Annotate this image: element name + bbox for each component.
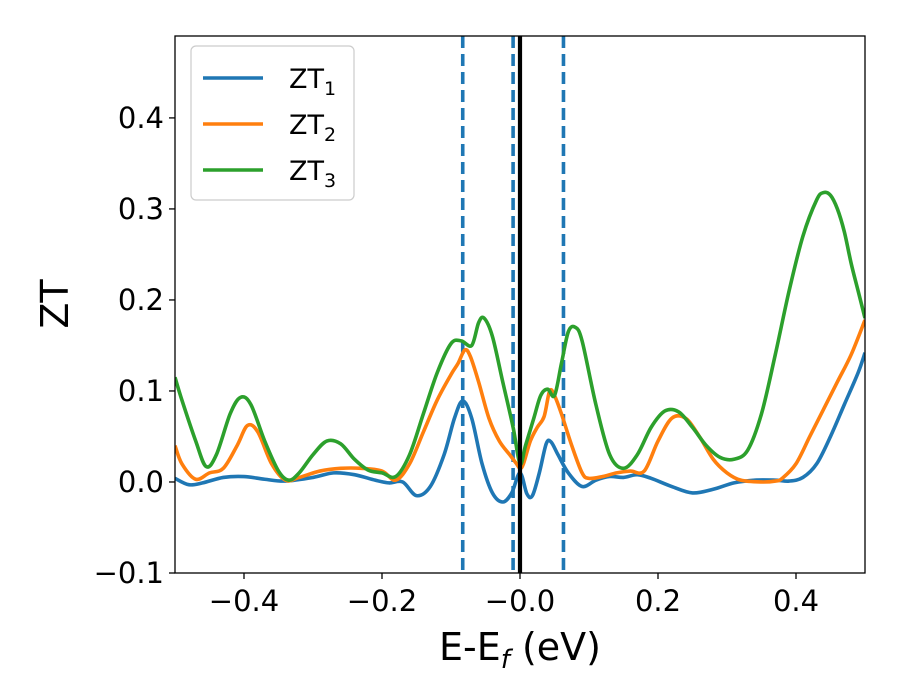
y-tick-label: 0.1 xyxy=(118,374,164,408)
y-tick-label: 0.0 xyxy=(118,465,164,499)
y-tick-label: 0.3 xyxy=(118,192,164,226)
x-axis-title: E-Ef (eV) xyxy=(439,625,601,675)
x-tick-label: 0.4 xyxy=(773,584,819,618)
legend-label-2: ZT2 xyxy=(289,110,336,146)
x-tick-label: 0.2 xyxy=(635,584,681,618)
legend-label-3: ZT3 xyxy=(289,156,336,192)
x-axis-title-main: E-E xyxy=(439,625,501,669)
series-lines xyxy=(175,36,865,573)
x-axis-title-unit: (eV) xyxy=(510,625,601,669)
x-axis: −0.4 −0.2 −0.0 0.2 0.4 xyxy=(209,573,819,618)
legend-box xyxy=(190,45,355,201)
y-axis-title: ZT xyxy=(33,279,77,329)
x-tick-label: −0.2 xyxy=(347,584,417,618)
x-tick-label: −0.0 xyxy=(485,584,555,618)
legend: ZT1 ZT2 ZT3 xyxy=(190,45,355,201)
x-tick-label: −0.4 xyxy=(209,584,279,618)
y-axis: −0.1 0.0 0.1 0.2 0.3 0.4 xyxy=(94,101,175,590)
y-tick-label: −0.1 xyxy=(94,556,164,590)
y-tick-label: 0.4 xyxy=(118,101,164,135)
legend-label-1: ZT1 xyxy=(289,64,336,100)
y-tick-label: 0.2 xyxy=(118,283,164,317)
series-3-line xyxy=(175,190,865,482)
